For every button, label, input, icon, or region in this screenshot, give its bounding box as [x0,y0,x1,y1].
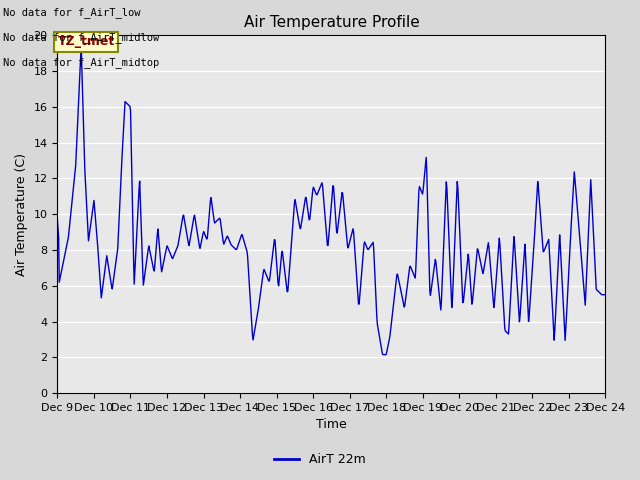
Text: No data for f_AirT_midtop: No data for f_AirT_midtop [3,57,159,68]
Text: No data for f_AirT_midlow: No data for f_AirT_midlow [3,32,159,43]
Text: TZ_tmet: TZ_tmet [58,36,115,48]
X-axis label: Time: Time [316,419,347,432]
Title: Air Temperature Profile: Air Temperature Profile [243,15,419,30]
Text: No data for f_AirT_low: No data for f_AirT_low [3,7,141,18]
Y-axis label: Air Temperature (C): Air Temperature (C) [15,153,28,276]
Legend: AirT 22m: AirT 22m [269,448,371,471]
